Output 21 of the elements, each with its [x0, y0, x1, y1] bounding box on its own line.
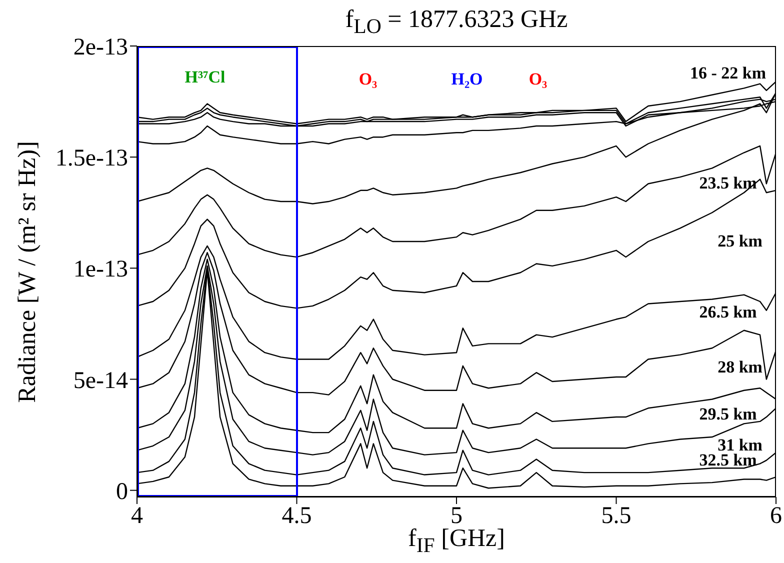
annotation: O₃ [358, 70, 378, 90]
x-tick-label: 6 [770, 503, 782, 530]
annotation: 29.5 km [698, 404, 758, 424]
y-tick-label: 0 [116, 478, 128, 505]
y-axis-title: Radiance [W / (m² sr Hz)] [14, 140, 42, 402]
y-tick-label: 2e-13 [73, 34, 128, 61]
annotation: H₂O [450, 70, 484, 90]
x-tick-label: 4.5 [282, 503, 312, 530]
annotation: 28 km [716, 358, 764, 378]
x-tick-label: 5.5 [601, 503, 632, 530]
annotation: 16 - 22 km [688, 64, 768, 84]
annotation: O₃ [528, 70, 548, 90]
annotation: 23.5 km [698, 174, 758, 194]
y-tick-label: 1.5e-13 [55, 146, 128, 172]
y-tick-label: 5e-14 [73, 368, 128, 394]
annotation: H³⁷Cl [184, 68, 226, 88]
chart-title: f$_{LO}$ = 1877.6323 GHz [344, 6, 569, 39]
x-tick-label: 4 [131, 503, 143, 530]
annotation: 25 km [716, 232, 764, 252]
annotation: 26.5 km [698, 302, 758, 322]
y-tick-label: 1e-13 [73, 256, 128, 283]
